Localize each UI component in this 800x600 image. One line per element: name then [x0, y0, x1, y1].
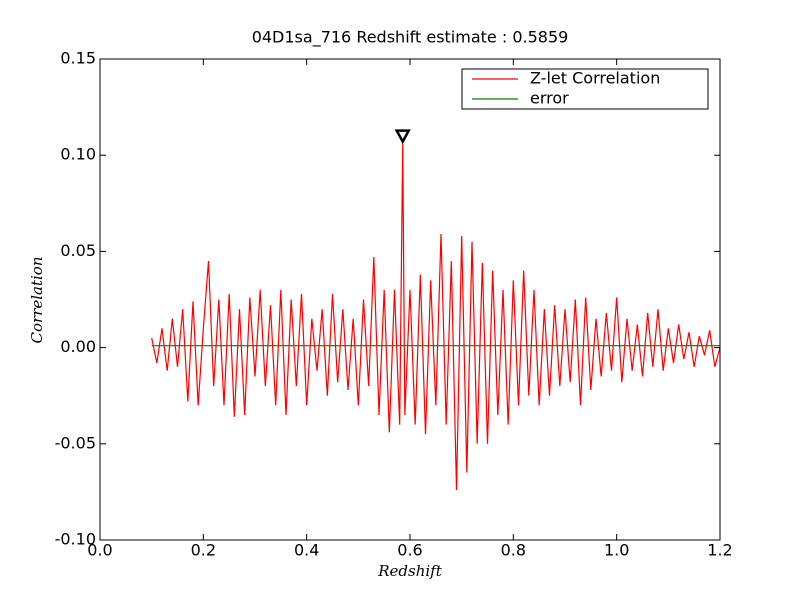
legend-box — [461, 68, 709, 110]
x-tick-label: 0.6 — [397, 541, 422, 560]
x-axis-label: Redshift — [377, 562, 442, 580]
y-tick-label: 0.05 — [60, 241, 96, 260]
series-line — [151, 143, 721, 490]
x-tick-label: 0.0 — [87, 541, 112, 560]
y-tick-label: -0.05 — [55, 433, 96, 452]
y-tick-label: -0.10 — [55, 530, 96, 549]
y-tick-label: 0.00 — [60, 337, 96, 356]
y-axis-label: Correlation — [28, 257, 46, 344]
x-tick-label: 1.2 — [707, 541, 732, 560]
peak-marker — [394, 129, 411, 145]
x-tick-label: 0.4 — [294, 541, 319, 560]
y-tick-label: 0.10 — [60, 145, 96, 164]
x-tick-label: 0.2 — [191, 541, 216, 560]
plot-frame — [99, 58, 721, 541]
x-tick-label: 0.8 — [501, 541, 526, 560]
legend-label: Z-let Correlation — [530, 69, 660, 88]
legend-label: error — [530, 89, 569, 108]
x-tick-label: 1.0 — [604, 541, 629, 560]
y-tick-label: 0.15 — [60, 49, 96, 68]
chart-title: 04D1sa_716 Redshift estimate : 0.5859 — [252, 28, 569, 48]
